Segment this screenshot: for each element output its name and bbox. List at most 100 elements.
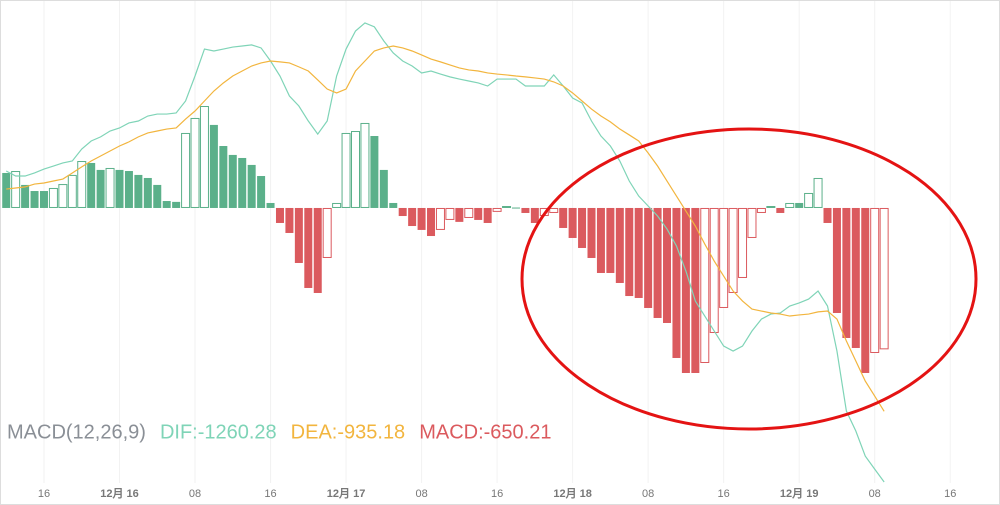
macd-bar (304, 207, 313, 288)
line-1 (6, 45, 885, 412)
macd-bar (672, 207, 681, 358)
legend-item: MACD:-650.21 (419, 421, 551, 443)
macd-bar (766, 206, 776, 208)
macd-bar (455, 207, 464, 222)
macd-bar (48, 187, 58, 208)
macd-bar (756, 207, 766, 213)
x-tick-label: 16 (718, 488, 730, 500)
macd-bar (275, 207, 284, 223)
macd-bar (257, 176, 266, 208)
macd-bar (370, 136, 379, 208)
macd-bar (728, 207, 738, 293)
macd-bar (483, 207, 492, 223)
macd-bar (606, 207, 615, 273)
macd-bar (285, 207, 294, 233)
x-tick-label: 16 (264, 488, 276, 500)
macd-bar (474, 207, 483, 220)
macd-bar (266, 202, 275, 208)
macd-bar (11, 171, 21, 208)
macd-bar (294, 207, 303, 263)
grid (43, 1, 951, 483)
x-tick-label: 12月 18 (553, 487, 592, 500)
macd-bar (58, 184, 68, 208)
x-tick-label: 12月 19 (780, 487, 819, 500)
macd-bar (247, 164, 256, 208)
macd-bar (445, 207, 455, 220)
macd-bar (804, 192, 814, 208)
macd-bar (153, 184, 162, 208)
macd-bar (785, 202, 795, 208)
macd-bar (691, 207, 700, 373)
macd-bar (228, 154, 237, 208)
x-tick-label: 12月 16 (100, 487, 139, 500)
macd-bar (379, 169, 388, 208)
legend-indicator: MACD(12,26,9) (7, 421, 146, 443)
macd-bar (190, 117, 200, 208)
macd-bar (2, 172, 11, 208)
macd-bar (219, 146, 228, 208)
macd-bar (851, 207, 860, 348)
macd-bar (521, 207, 530, 213)
macd-bar (559, 207, 568, 228)
macd-bar (162, 201, 171, 208)
macd-bar (511, 207, 520, 209)
macd-bar (634, 207, 643, 298)
macd-bar (105, 167, 115, 208)
macd-bar (776, 207, 785, 213)
macd-bar (313, 207, 322, 293)
macd-bar (87, 162, 96, 208)
macd-bar (709, 207, 719, 333)
macd-bar (435, 207, 445, 230)
macd-bar (578, 207, 587, 248)
macd-bar (464, 207, 474, 218)
macd-bar (341, 132, 351, 208)
macd-bar (332, 202, 342, 208)
macd-bar (209, 124, 218, 208)
macd-bar (96, 169, 105, 208)
macd-bar (795, 202, 804, 208)
macd-bar (199, 106, 209, 208)
x-tick-label: 16 (491, 488, 503, 500)
macd-bar (77, 161, 87, 208)
macd-bar (653, 207, 662, 318)
macd-bar (615, 207, 624, 283)
macd-bar (417, 207, 426, 230)
macd-bar (21, 184, 30, 208)
macd-bar (625, 207, 634, 297)
macd-bar (67, 174, 77, 208)
macd-bar (124, 171, 133, 208)
legend-item: DIF:-1260.28 (160, 421, 277, 443)
macd-bar (134, 174, 143, 208)
macd-bar (322, 207, 332, 258)
macd-bar (823, 207, 832, 223)
x-tick-label: 08 (869, 488, 881, 500)
macd-bar (389, 202, 398, 208)
macd-bar (719, 207, 729, 308)
macd-bar (115, 169, 124, 208)
macd-bar (813, 177, 823, 208)
macd-bar (143, 177, 152, 208)
macd-bar (502, 206, 512, 208)
macd-bar (842, 207, 851, 338)
macd-bar (530, 207, 539, 223)
x-tick-label: 16 (944, 488, 956, 500)
x-tick-label: 08 (642, 488, 654, 500)
macd-bar (663, 207, 672, 323)
line-0 (5, 22, 885, 483)
highlight-ellipse (520, 127, 978, 431)
macd-bar (700, 207, 710, 363)
legend-item: DEA:-935.18 (291, 421, 406, 443)
macd-bar (398, 207, 407, 217)
macd-bar (861, 207, 870, 373)
macd-bar (408, 207, 417, 227)
histogram (2, 106, 889, 373)
x-tick-label: 12月 17 (327, 487, 366, 500)
macd-bar (747, 207, 757, 238)
x-tick-label: 08 (189, 488, 201, 500)
macd-bar (738, 207, 748, 278)
x-tick-label: 16 (38, 488, 50, 500)
macd-bar (870, 207, 880, 353)
macd-bar (39, 191, 48, 208)
macd-bar (351, 131, 360, 208)
